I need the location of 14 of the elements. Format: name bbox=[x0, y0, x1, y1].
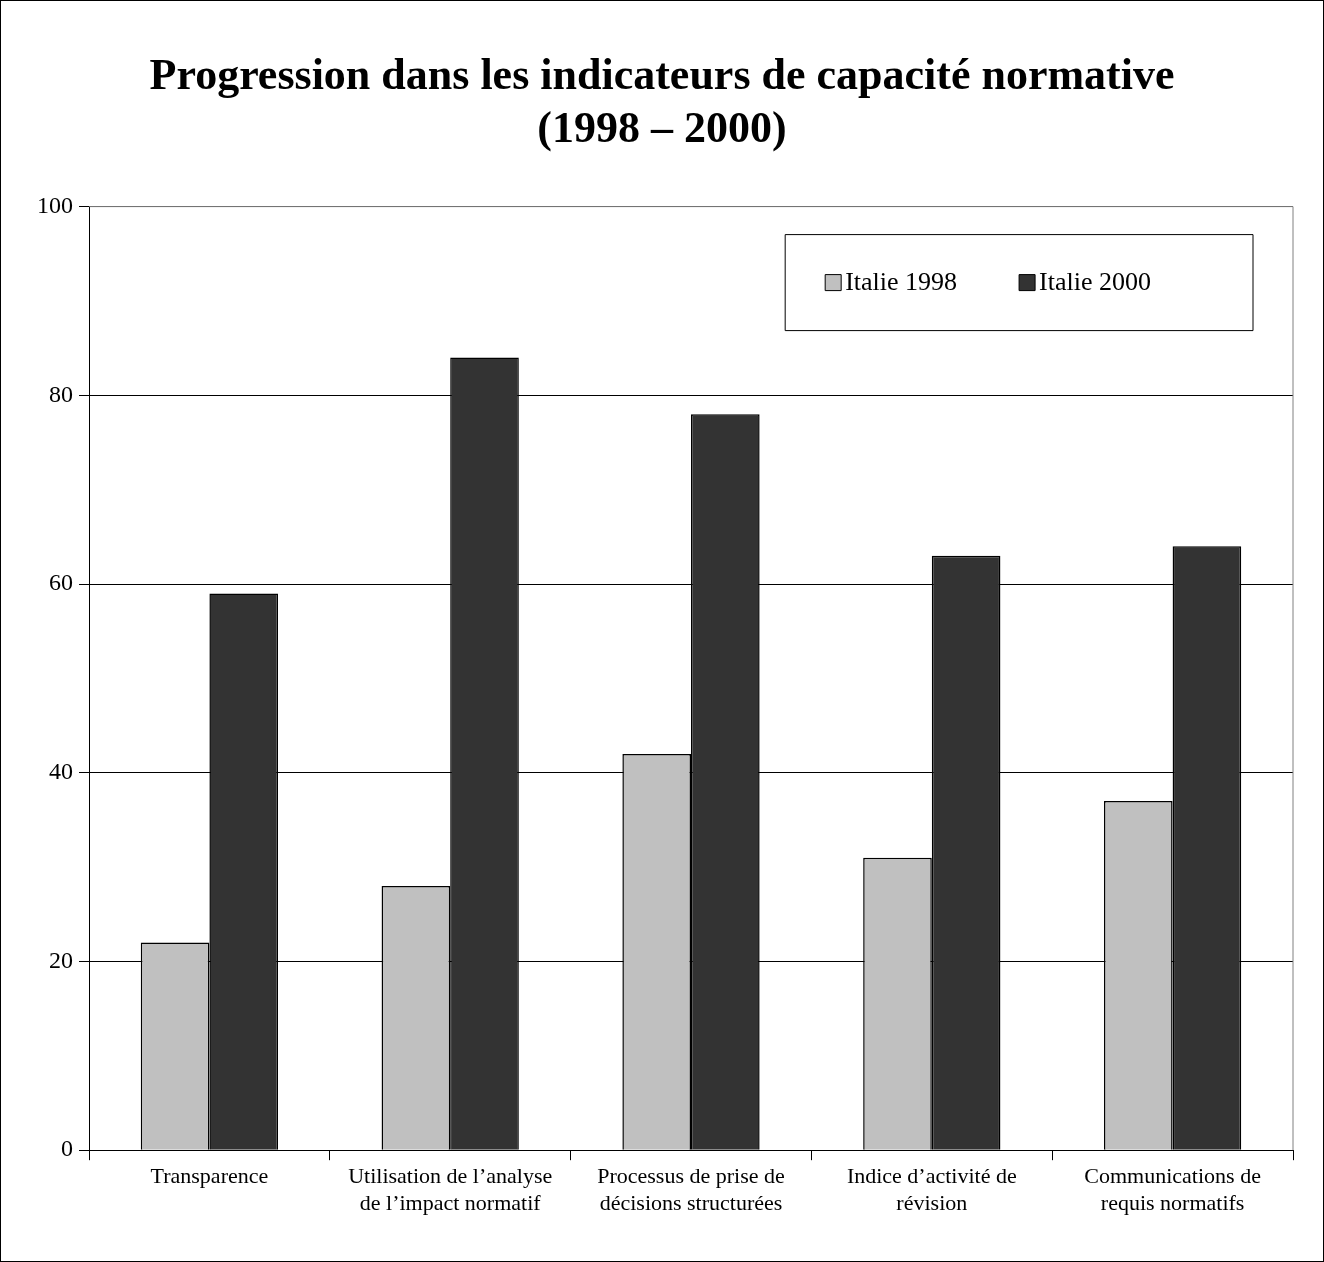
y-tick-label: 20 bbox=[49, 946, 73, 973]
y-tick-label: 40 bbox=[49, 758, 73, 785]
y-tick-label: 0 bbox=[61, 1135, 73, 1162]
x-tick-label: Indice d’activité de révision bbox=[846, 1163, 1017, 1215]
x-tick-label: Communications de requis normatifs bbox=[1084, 1163, 1261, 1215]
x-tick-label: Utilisation de l’analyse de l’impact normatif bbox=[348, 1163, 553, 1215]
chart-title: Progression dans les indicateurs de capacité normative (1998 – 2000) bbox=[149, 49, 1175, 152]
y-tick-label: 80 bbox=[49, 380, 73, 407]
x-tick-label: Processus de prise de décisions structurées bbox=[597, 1163, 785, 1215]
legend-label: Italie 1998 bbox=[845, 267, 958, 297]
y-tick-label: 60 bbox=[49, 569, 73, 596]
y-tick-label: 100 bbox=[37, 191, 73, 218]
x-tick-label: Transparence bbox=[150, 1163, 269, 1189]
legend-label: Italie 2000 bbox=[1039, 267, 1152, 297]
